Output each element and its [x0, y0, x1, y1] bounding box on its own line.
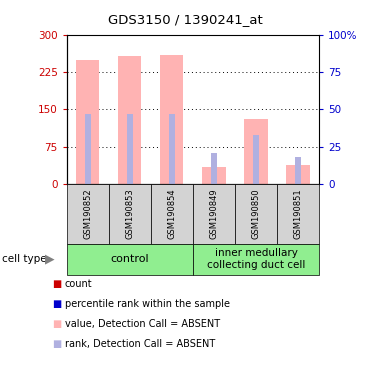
- Text: ■: ■: [52, 339, 61, 349]
- Text: GSM190854: GSM190854: [167, 189, 176, 239]
- Text: GSM190852: GSM190852: [83, 189, 92, 239]
- Text: ▶: ▶: [45, 253, 55, 266]
- Bar: [295, 157, 301, 184]
- Text: GDS3150 / 1390241_at: GDS3150 / 1390241_at: [108, 13, 263, 26]
- Text: GSM190850: GSM190850: [252, 189, 260, 239]
- Text: value, Detection Call = ABSENT: value, Detection Call = ABSENT: [65, 319, 220, 329]
- Bar: [85, 114, 91, 184]
- Text: inner medullary
collecting duct cell: inner medullary collecting duct cell: [207, 248, 305, 270]
- Text: rank, Detection Call = ABSENT: rank, Detection Call = ABSENT: [65, 339, 215, 349]
- Text: ■: ■: [52, 319, 61, 329]
- Text: control: control: [111, 254, 149, 264]
- Bar: [127, 114, 133, 184]
- Bar: [160, 55, 184, 184]
- Text: count: count: [65, 279, 92, 289]
- Text: ■: ■: [52, 279, 61, 289]
- Bar: [253, 135, 259, 184]
- Text: ■: ■: [52, 299, 61, 309]
- Bar: [244, 119, 267, 184]
- Text: GSM190849: GSM190849: [210, 189, 219, 239]
- Text: cell type: cell type: [2, 254, 46, 264]
- Bar: [118, 56, 141, 184]
- Bar: [169, 114, 175, 184]
- Text: GSM190851: GSM190851: [293, 189, 302, 239]
- Bar: [76, 60, 99, 184]
- Bar: [211, 153, 217, 184]
- Text: GSM190853: GSM190853: [125, 189, 134, 240]
- Text: percentile rank within the sample: percentile rank within the sample: [65, 299, 230, 309]
- Bar: [203, 167, 226, 184]
- Bar: [286, 166, 310, 184]
